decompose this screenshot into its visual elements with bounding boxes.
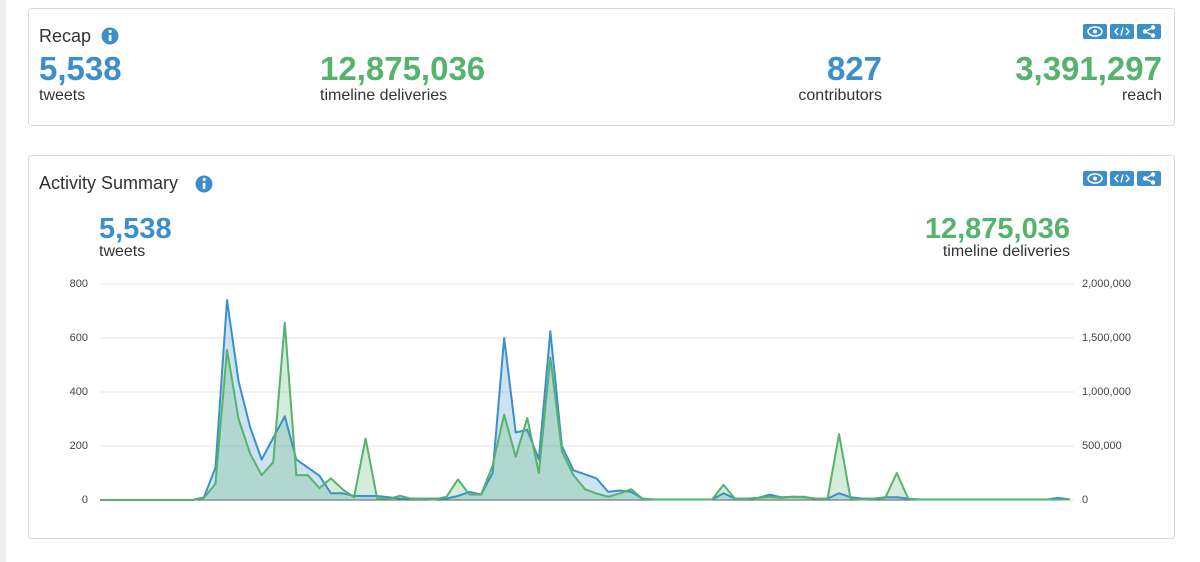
share-button[interactable] bbox=[1137, 24, 1161, 39]
stat-value: 3,391,297 bbox=[1015, 50, 1162, 87]
icon bbox=[1087, 173, 1103, 184]
button-face bbox=[1137, 24, 1161, 39]
panel-title: Activity Summary bbox=[39, 173, 178, 193]
icon bbox=[1150, 33, 1156, 38]
icon bbox=[1150, 25, 1156, 30]
button-face bbox=[1137, 171, 1161, 186]
icon bbox=[1150, 180, 1156, 185]
y2-tick-label: 2,000,000 bbox=[1082, 278, 1131, 290]
embed-button[interactable] bbox=[1110, 171, 1134, 186]
series-line bbox=[100, 321, 1070, 501]
activity-panel bbox=[28, 155, 1175, 539]
icon bbox=[1093, 176, 1097, 181]
y2-tick-label: 1,500,000 bbox=[1082, 332, 1131, 344]
side-strip bbox=[0, 0, 6, 562]
stat-value: 827 bbox=[827, 50, 882, 87]
stat-value: 5,538 bbox=[99, 213, 172, 245]
icon bbox=[1114, 174, 1130, 183]
panel-title: Recap bbox=[39, 26, 91, 46]
y-tick-label: 800 bbox=[70, 278, 88, 290]
icon bbox=[1150, 172, 1156, 177]
view-button[interactable] bbox=[1083, 171, 1107, 186]
stat-value: 5,538 bbox=[39, 50, 122, 87]
y2-tick-label: 1,000,000 bbox=[1082, 386, 1131, 398]
stat-label: timeline deliveries bbox=[320, 87, 447, 104]
icon bbox=[1142, 29, 1148, 34]
stat-label: tweets bbox=[99, 243, 145, 260]
share-button[interactable] bbox=[1137, 171, 1161, 186]
icon bbox=[1087, 26, 1103, 37]
icon bbox=[1142, 176, 1148, 181]
y2-tick-label: 0 bbox=[1082, 494, 1088, 506]
stat-label: tweets bbox=[39, 87, 85, 104]
stat-value: 12,875,036 bbox=[925, 213, 1070, 245]
stat-value: 12,875,036 bbox=[320, 50, 485, 87]
y-tick-label: 200 bbox=[70, 440, 88, 452]
recap-panel bbox=[28, 8, 1175, 126]
y-tick-label: 600 bbox=[70, 332, 88, 344]
y2-tick-label: 500,000 bbox=[1082, 440, 1122, 452]
view-button[interactable] bbox=[1083, 24, 1107, 39]
info-icon[interactable] bbox=[101, 27, 119, 45]
y-tick-label: 400 bbox=[70, 386, 88, 398]
y-tick-label: 0 bbox=[82, 494, 88, 506]
stat-label: timeline deliveries bbox=[943, 243, 1070, 260]
icon bbox=[1114, 27, 1130, 36]
embed-button[interactable] bbox=[1110, 24, 1134, 39]
stat-label: reach bbox=[1122, 87, 1162, 104]
icon bbox=[1093, 29, 1097, 34]
stat-label: contributors bbox=[798, 87, 882, 104]
info-icon[interactable] bbox=[195, 175, 213, 193]
